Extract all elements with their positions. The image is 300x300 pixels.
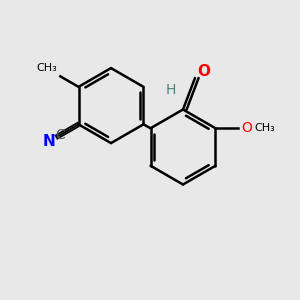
- Text: O: O: [197, 64, 211, 80]
- Text: N: N: [42, 134, 55, 149]
- Text: O: O: [241, 121, 252, 135]
- Text: C: C: [56, 128, 65, 142]
- Text: CH₃: CH₃: [254, 123, 275, 133]
- Text: CH₃: CH₃: [37, 63, 57, 73]
- Text: H: H: [166, 83, 176, 97]
